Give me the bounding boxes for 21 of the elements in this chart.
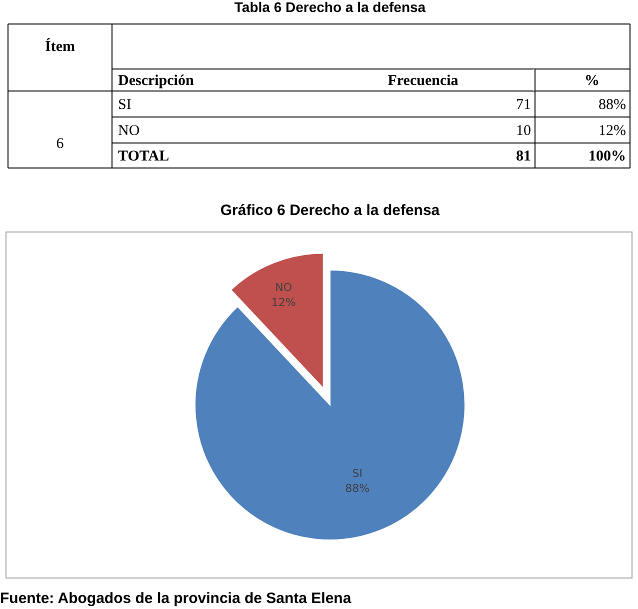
- text: %: [584, 73, 600, 89]
- text: 12%: [598, 123, 626, 139]
- chart-title: Gráfico 6 Derecho a la defensa: [220, 202, 440, 219]
- text: SI: [118, 97, 132, 113]
- slice-label: SI: [352, 467, 362, 480]
- text: 10: [516, 123, 531, 139]
- slice-label: NO: [275, 280, 292, 294]
- text: 81: [516, 148, 531, 164]
- data-label: 88%: [345, 482, 370, 496]
- text: Descripción: [118, 73, 194, 89]
- text: Ítem: [45, 38, 76, 55]
- text: NO: [118, 123, 140, 139]
- text: 71: [516, 97, 531, 113]
- source-note: Fuente: Abogados de la provincia de Santa Elena: [0, 590, 352, 607]
- text: 6: [56, 136, 64, 152]
- data-label: 12%: [271, 296, 296, 309]
- text: Frecuencia: [388, 73, 459, 89]
- text: Tabla 6 Derecho a la defensa: [234, 0, 426, 15]
- text: 88%: [598, 97, 626, 113]
- text: TOTAL: [118, 148, 170, 164]
- text: 100%: [588, 148, 626, 164]
